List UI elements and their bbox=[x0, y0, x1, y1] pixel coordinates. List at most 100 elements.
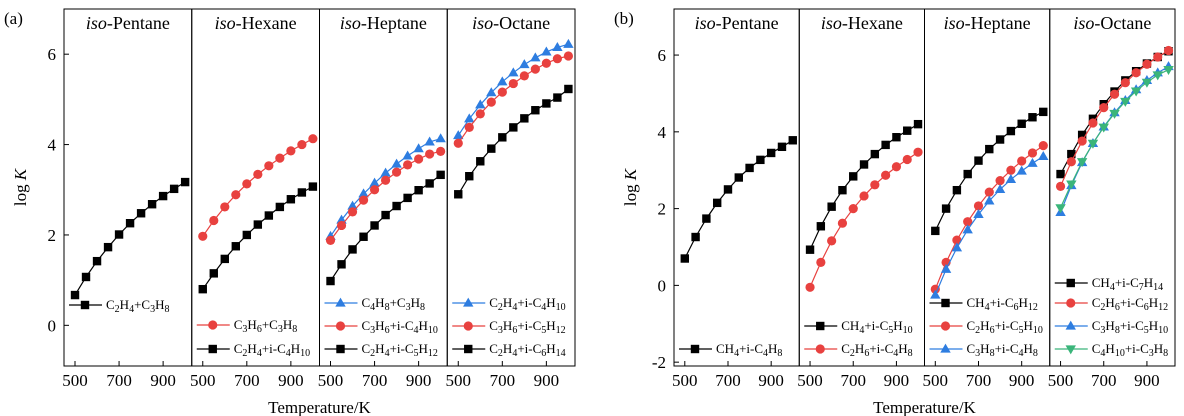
subplot-hexane: iso-Hexane 500 700 900 CH4+i-C5H10 C2H6+i-C4H… bbox=[797, 8, 925, 390]
y-tick-label: -2 bbox=[652, 353, 666, 372]
data-point bbox=[81, 272, 91, 282]
x-tick-label: 700 bbox=[1091, 371, 1117, 390]
data-point bbox=[209, 269, 218, 278]
data-point bbox=[337, 260, 346, 269]
data-point bbox=[973, 208, 984, 218]
series-CH4+i-C5H10 bbox=[805, 119, 923, 254]
y-tick-label: 4 bbox=[48, 136, 57, 155]
series-C2H4+i-C4H10 bbox=[198, 182, 318, 294]
data-point bbox=[723, 185, 733, 194]
data-point bbox=[475, 99, 486, 109]
x-axis-label: Temperature/K bbox=[873, 398, 976, 416]
data-point bbox=[335, 321, 346, 331]
series-CH4+i-C4H8 bbox=[680, 136, 797, 263]
data-point bbox=[552, 42, 563, 52]
data-point bbox=[827, 236, 837, 246]
chart-panel-a: (a) log K Temperature/K 0 2 4 6 iso-Pentane 500 7… bbox=[4, 8, 576, 416]
legend-entry: CH4+i-C6H12 bbox=[929, 295, 1038, 313]
data-point bbox=[827, 202, 836, 211]
x-tick-label: 900 bbox=[884, 371, 910, 390]
legend-label: C4H10+i-C3H8 bbox=[1092, 341, 1168, 359]
data-point bbox=[92, 256, 102, 266]
data-point bbox=[414, 186, 423, 195]
data-point bbox=[464, 113, 475, 123]
data-point bbox=[464, 122, 474, 132]
data-point bbox=[1006, 126, 1016, 136]
data-point bbox=[508, 67, 519, 77]
series-line bbox=[809, 151, 919, 288]
data-point bbox=[541, 46, 552, 56]
data-point bbox=[436, 146, 446, 156]
data-point bbox=[209, 215, 219, 226]
data-point bbox=[436, 170, 445, 180]
data-point bbox=[903, 126, 912, 135]
data-point bbox=[963, 217, 973, 227]
x-tick-label: 500 bbox=[797, 371, 823, 390]
data-point bbox=[1067, 149, 1076, 159]
data-point bbox=[1039, 107, 1048, 117]
data-point bbox=[1005, 174, 1017, 184]
data-point bbox=[370, 221, 379, 230]
x-tick-label: 900 bbox=[406, 371, 432, 390]
legend-label: C2H4+i-C6H14 bbox=[489, 341, 565, 359]
x-tick-label: 500 bbox=[446, 371, 472, 390]
y-tick-label: 6 bbox=[48, 45, 57, 64]
data-point bbox=[1066, 157, 1076, 167]
x-tick-label: 900 bbox=[1009, 371, 1035, 390]
x-tick-label: 500 bbox=[62, 371, 88, 390]
data-point bbox=[530, 64, 540, 74]
data-point bbox=[403, 193, 412, 203]
subplot-heptane: iso-Heptane 500 700 900 C4H8+C3H8 C3H6+i-C4H1… bbox=[318, 8, 448, 390]
series-line bbox=[202, 186, 314, 290]
legend-entry: CH4+i-C7H14 bbox=[1054, 275, 1163, 293]
data-point bbox=[509, 123, 518, 132]
data-point bbox=[220, 202, 230, 212]
data-point bbox=[1077, 136, 1087, 146]
series-line bbox=[934, 155, 1044, 296]
data-point bbox=[1017, 119, 1026, 128]
subplot-title: iso-Hexane bbox=[821, 13, 903, 33]
y-axis-label: log K bbox=[11, 167, 30, 206]
data-point bbox=[147, 200, 157, 209]
data-point bbox=[1076, 158, 1088, 168]
data-point bbox=[777, 142, 787, 152]
data-point bbox=[476, 157, 485, 166]
data-point bbox=[414, 154, 424, 164]
data-point bbox=[392, 201, 401, 211]
data-point bbox=[691, 232, 700, 242]
data-point bbox=[463, 297, 474, 307]
legend-label: CH4+i-C5H10 bbox=[841, 318, 912, 336]
legend-entry: C3H6+C3H8 bbox=[196, 317, 297, 335]
data-point bbox=[1066, 180, 1077, 190]
data-point bbox=[690, 344, 700, 354]
data-point bbox=[519, 59, 530, 69]
series-line bbox=[934, 111, 1044, 232]
subplot-title: iso-Hexane bbox=[215, 13, 297, 33]
data-point bbox=[1066, 278, 1075, 288]
data-point bbox=[913, 119, 923, 129]
series-line bbox=[74, 181, 186, 296]
y-tick-label: 4 bbox=[658, 123, 667, 142]
data-point bbox=[952, 235, 962, 245]
data-point bbox=[940, 321, 951, 331]
legend-label: C2H4+C3H8 bbox=[106, 297, 169, 315]
x-tick-label: 700 bbox=[362, 371, 388, 390]
data-point bbox=[336, 220, 347, 231]
legend-entry: CH4+i-C4H8 bbox=[679, 341, 782, 359]
data-point bbox=[454, 190, 463, 199]
subplot-title: iso-Pentane bbox=[86, 13, 170, 33]
y-tick-label: 6 bbox=[658, 46, 667, 65]
legend-entry: C2H6+i-C6H12 bbox=[1054, 295, 1168, 313]
series-C3H6+C3H8 bbox=[198, 134, 318, 241]
data-point bbox=[702, 214, 711, 223]
x-tick-label: 500 bbox=[1048, 371, 1074, 390]
legend-label: C2H4+i-C4H10 bbox=[489, 295, 565, 313]
x-tick-label: 500 bbox=[672, 371, 698, 390]
data-point bbox=[553, 93, 562, 102]
series-C2H6+i-C5H10 bbox=[930, 141, 1048, 294]
data-point bbox=[848, 204, 858, 214]
subplot-frame bbox=[446, 8, 576, 367]
x-tick-label: 700 bbox=[715, 371, 741, 390]
data-point bbox=[1028, 113, 1037, 122]
data-point bbox=[242, 179, 252, 189]
